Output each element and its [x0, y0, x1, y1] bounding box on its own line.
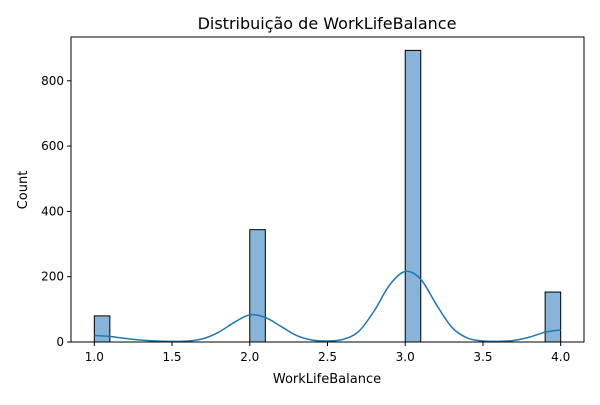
- kde-curve: [94, 270, 561, 343]
- x-tick-label: 2.0: [240, 350, 259, 364]
- y-tick-label: 0: [56, 335, 64, 349]
- x-tick-label: 3.5: [473, 350, 492, 364]
- x-axis-ticks: 1.0 1.5 2.0 2.5 3.0 3.5 4.0: [85, 342, 570, 364]
- plot-area: [93, 49, 562, 343]
- y-axis-ticks: 0 200 400 600 800: [41, 74, 71, 349]
- y-tick-label: 400: [41, 204, 64, 218]
- histogram-bar-3: [404, 49, 422, 343]
- histogram-bar-4: [544, 291, 562, 343]
- y-tick-label: 600: [41, 139, 64, 153]
- histogram-bar-1: [93, 315, 111, 343]
- x-tick-label: 4.0: [551, 350, 570, 364]
- y-tick-label: 800: [41, 74, 64, 88]
- axes-frame: [70, 36, 585, 343]
- x-tick-label: 3.0: [396, 350, 415, 364]
- x-axis-label: WorkLifeBalance: [273, 372, 381, 387]
- chart-title: Distribuição de WorkLifeBalance: [198, 14, 457, 33]
- x-tick-label: 1.5: [162, 350, 181, 364]
- x-tick-label: 1.0: [85, 350, 104, 364]
- y-axis-label: Count: [16, 171, 31, 210]
- x-tick-label: 2.5: [318, 350, 337, 364]
- y-tick-label: 200: [41, 270, 64, 284]
- histogram-bar-2: [249, 229, 266, 343]
